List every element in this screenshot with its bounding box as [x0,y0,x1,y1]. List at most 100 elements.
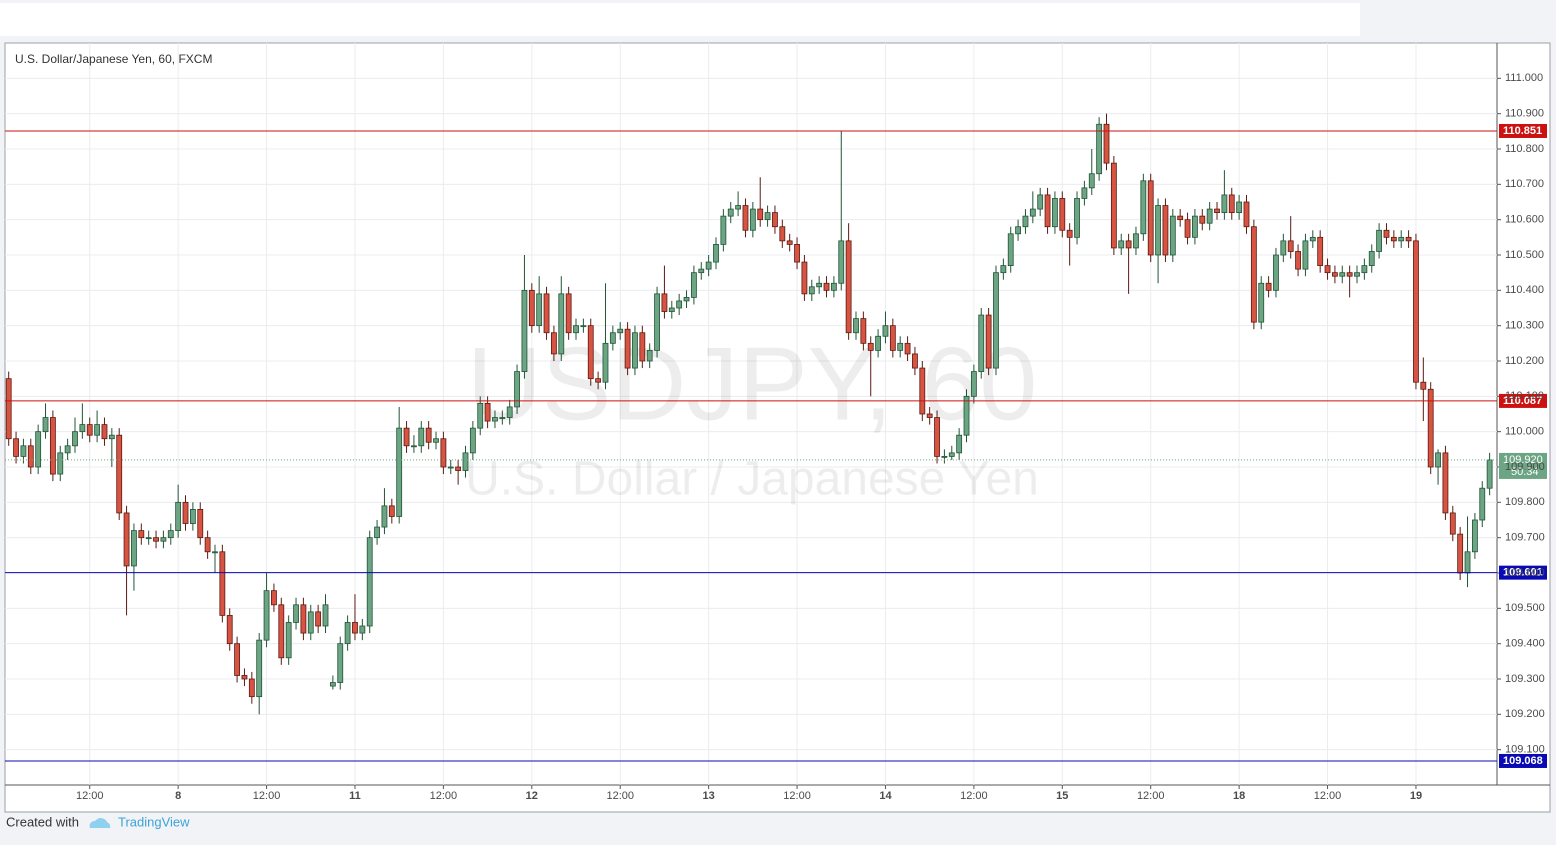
candle-body [1052,198,1058,228]
candle-body [978,314,985,373]
candle-body [1236,201,1243,214]
candle-body [27,445,34,468]
y-tick-label: 110.300 [1505,320,1544,332]
candle-body [860,318,867,344]
candle-body [1302,240,1309,270]
x-tick-label: 15 [1056,790,1068,802]
candle-body [823,282,830,291]
y-tick-label: 109.900 [1505,461,1545,473]
candle-body [381,505,388,528]
candle-body [57,452,64,475]
candle-body [1449,512,1456,535]
candle-body [86,424,93,436]
footer-text: Created with [6,814,79,829]
candle-body [661,293,668,312]
watermark-subtitle: U.S. Dollar / Japanese Yen [465,453,1039,506]
candle-body [1110,162,1117,249]
candle-body [985,314,992,369]
candle-body [580,325,587,328]
candle-body [676,300,683,309]
countdown: 50:34 [1511,466,1539,478]
candle-body [499,417,506,419]
candle-body [1295,251,1301,270]
candle-body [794,243,800,263]
y-tick-label: 110.700 [1505,178,1544,190]
candle-body [720,215,727,245]
candle-body [882,325,889,337]
candle-body [175,501,182,532]
candle-body [1206,208,1213,224]
candle-body [963,395,970,436]
candle-body [344,622,351,645]
level-label: 109.601 [1503,567,1543,579]
candle-body [1398,236,1405,242]
candle-body [337,643,344,683]
candle-body [374,526,380,539]
candle-body [1471,519,1478,553]
candle-body [1007,233,1014,267]
y-tick-label: 111.000 [1505,72,1543,84]
candle-body [830,282,837,291]
candle-body [1118,240,1125,249]
x-tick-label: 8 [175,790,181,802]
level-label: 110.851 [1503,125,1542,137]
x-tick-label: 12:00 [76,790,104,802]
candle-body [447,466,454,469]
y-tick-label: 109.800 [1505,496,1545,508]
candle-body [197,508,204,539]
candle-body [79,424,86,433]
candle-body [1221,194,1228,214]
candle-body [366,537,373,627]
candle-body [1368,251,1375,266]
candle-body [20,445,27,457]
candle-body [477,402,484,429]
x-tick-label: 12:00 [783,790,811,802]
candle-body [646,349,653,362]
candle-body [867,342,874,351]
chart-title: U.S. Dollar/Japanese Yen, 60, FXCM [15,52,212,66]
candle-body [801,261,808,295]
candle-body [49,417,56,475]
candle-body [1044,194,1051,228]
candle-body [455,466,462,471]
candle-body [145,537,152,540]
candle-body [1383,229,1390,238]
y-tick-label: 110.800 [1505,143,1544,155]
candle-body [956,434,963,454]
candle-body [1405,236,1412,242]
candle-body [764,212,771,221]
candle-body [396,427,403,517]
candle-body [388,505,395,517]
y-tick-label: 110.200 [1505,355,1544,367]
y-tick-label: 109.200 [1505,708,1545,720]
candle-body [1265,282,1272,291]
candle-body [1096,123,1103,175]
candle-body [285,622,292,659]
candle-body [1022,215,1029,228]
x-tick-label: 12:00 [430,790,458,802]
candle-body [912,353,918,369]
y-tick-label: 109.600 [1505,567,1545,579]
candle-body [587,325,594,380]
candle-body [1427,388,1434,468]
y-tick-label: 110.100 [1505,390,1544,402]
x-tick-label: 19 [1410,790,1422,802]
candle-body [189,508,196,524]
candle-body [94,424,101,436]
candle-body [1228,194,1235,214]
candle-body [492,417,498,422]
x-tick-label: 11 [349,790,361,802]
candle-body [551,332,557,355]
candle-body [941,455,948,458]
candle-body [705,261,712,270]
candle-body [521,289,528,373]
candle-body [359,625,366,634]
footer-brand[interactable]: TradingView [118,814,190,829]
candle-body [1059,198,1066,231]
candle-body [329,682,336,687]
y-tick-label: 109.400 [1505,638,1545,650]
candle-body [1000,265,1007,274]
candle-body [838,240,845,284]
candle-body [514,371,520,408]
